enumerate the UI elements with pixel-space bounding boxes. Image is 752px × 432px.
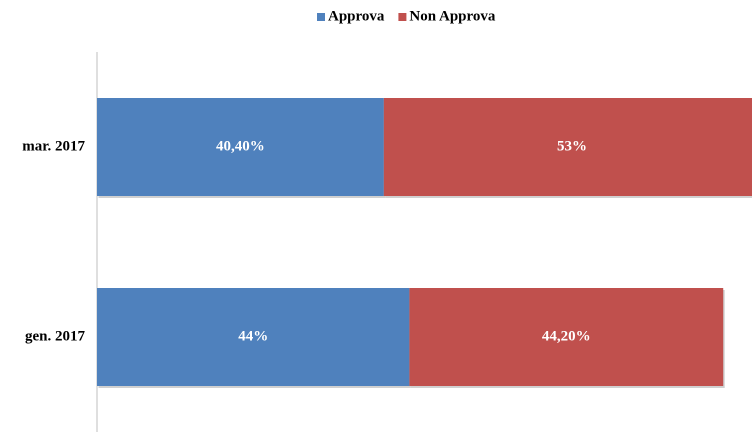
- y-tick-label: gen. 2017: [25, 328, 86, 344]
- legend-swatch: [317, 13, 325, 21]
- data-label: 40,40%: [216, 138, 265, 154]
- legend-swatch: [398, 13, 407, 21]
- bar: [383, 98, 752, 196]
- legend-label: Non Approva: [409, 8, 496, 24]
- legend-label: Approva: [328, 8, 385, 24]
- bar: [409, 288, 724, 386]
- data-label: 53%: [557, 138, 587, 154]
- bar: [97, 288, 410, 386]
- y-tick-label: mar. 2017: [22, 138, 85, 154]
- data-label: 44%: [238, 328, 268, 344]
- data-label: 44,20%: [542, 328, 591, 344]
- bar: [97, 98, 384, 196]
